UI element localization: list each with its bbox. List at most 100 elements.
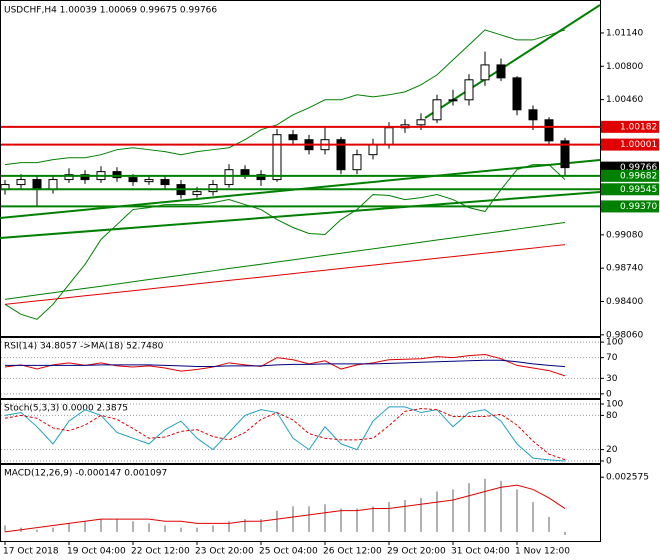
y-tick-label: 100: [606, 399, 623, 409]
histogram-bar: [516, 489, 518, 532]
x-tick-label: 23 Oct 20:00: [195, 547, 254, 557]
candle-body: [544, 119, 554, 142]
panel-title: Stoch(5,3,3) 0.0000 2.3875: [4, 404, 128, 414]
level-label: 1.00001: [620, 140, 657, 150]
candle-body: [480, 64, 490, 81]
candle-body: [64, 174, 74, 181]
histogram-bar: [36, 529, 38, 532]
panel-title: USDCHF,H4 1.00039 1.00069 0.99675 0.9976…: [4, 6, 217, 16]
candle-body: [272, 134, 282, 181]
histogram-bar: [340, 508, 342, 532]
candle-body: [528, 109, 538, 121]
histogram-bar: [4, 525, 6, 532]
candle-body: [464, 79, 474, 101]
histogram-bar: [292, 506, 294, 532]
histogram-bar: [436, 491, 438, 532]
overlay-line: [4, 29, 566, 166]
histogram-bar: [388, 502, 390, 532]
histogram-bar: [452, 489, 454, 532]
candle-body: [80, 174, 90, 181]
candle-body: [496, 64, 506, 79]
level-label: 0.99682: [620, 171, 657, 181]
histogram-bar: [116, 519, 118, 532]
overlay-line: [4, 164, 566, 320]
candle-body: [352, 154, 362, 171]
candle-body: [384, 127, 394, 146]
level-label: 0.99766: [620, 163, 657, 173]
y-tick-label: 100: [606, 338, 623, 348]
candle-body: [448, 99, 458, 102]
histogram-bar: [404, 500, 406, 532]
candle-body: [560, 140, 570, 169]
trend-line: [0, 191, 601, 239]
level-label-box: [601, 200, 659, 213]
x-tick-label: 26 Oct 12:00: [323, 547, 382, 557]
trend-line: [424, 4, 601, 119]
y-tick-label: 0.98060: [606, 330, 643, 340]
candle-body: [288, 134, 298, 141]
y-tick-label: 1.01140: [606, 28, 643, 38]
histogram-bar: [164, 525, 166, 532]
candle-body: [208, 184, 218, 193]
histogram-bar: [100, 519, 102, 532]
histogram-bar: [212, 525, 214, 532]
rsi-panel: [0, 337, 601, 399]
y-tick-label: 0.98400: [606, 297, 643, 307]
x-tick-label: 22 Oct 12:00: [131, 547, 190, 557]
indicator-line: [4, 408, 566, 461]
panel-title: MACD(12,26,9) -0.000147 0.001097: [4, 469, 167, 479]
candle-body: [512, 77, 522, 111]
histogram-bar: [52, 527, 54, 532]
overlay-line: [4, 244, 566, 305]
level-label: 1.00182: [620, 122, 657, 132]
x-tick-label: 31 Oct 04:00: [451, 547, 510, 557]
y-tick-label: 0: [606, 389, 612, 399]
histogram-bar: [356, 508, 358, 532]
candle-body: [368, 144, 378, 156]
panel-title: RSI(14) 34.8057 ->MA(18) 52.7480: [4, 342, 164, 352]
y-tick-label: 0.002575: [606, 473, 649, 483]
histogram-bar: [564, 531, 566, 535]
candle-body: [112, 171, 122, 179]
y-tick-label: 1.00460: [606, 95, 643, 105]
histogram-bar: [324, 504, 326, 532]
candle-body: [16, 179, 26, 186]
histogram-bar: [84, 521, 86, 532]
candle-body: [48, 179, 58, 191]
x-tick-label: 1 Nov 12:00: [515, 547, 570, 557]
y-tick-label: 20: [606, 445, 618, 455]
histogram-bar: [372, 506, 374, 532]
signal-line: [4, 484, 566, 533]
level-label-box: [601, 138, 659, 151]
level-label-box: [601, 120, 659, 133]
overlay-line: [4, 222, 566, 300]
histogram-bar: [148, 523, 150, 532]
histogram-bar: [484, 478, 486, 532]
candle-body: [240, 169, 250, 176]
x-tick-label: 29 Oct 20:00: [387, 547, 446, 557]
y-tick-label: 1.00800: [606, 62, 643, 72]
y-tick-label: 0.99080: [606, 230, 643, 240]
stoch-panel: [0, 399, 601, 464]
histogram-bar: [500, 480, 502, 532]
indicator-line: [4, 354, 566, 377]
histogram-bar: [532, 502, 534, 532]
histogram-bar: [548, 517, 550, 532]
y-tick-label: 80: [606, 411, 618, 421]
y-tick-label: 30: [606, 374, 618, 384]
plot-layer: USDCHF,H4 1.00039 1.00069 0.99675 0.9976…: [0, 6, 659, 557]
histogram-bar: [180, 527, 182, 532]
candle-body: [432, 99, 442, 121]
candle-body: [416, 119, 426, 126]
y-tick-label: 0: [606, 457, 612, 467]
histogram-bar: [468, 483, 470, 532]
histogram-bar: [276, 510, 278, 532]
histogram-bar: [196, 527, 198, 532]
histogram-bar: [68, 523, 70, 532]
x-tick-label: 17 Oct 2018: [3, 547, 59, 557]
candle-body: [224, 169, 234, 186]
level-label-box: [601, 169, 659, 182]
indicator-line: [5, 359, 566, 368]
histogram-bar: [260, 519, 262, 532]
